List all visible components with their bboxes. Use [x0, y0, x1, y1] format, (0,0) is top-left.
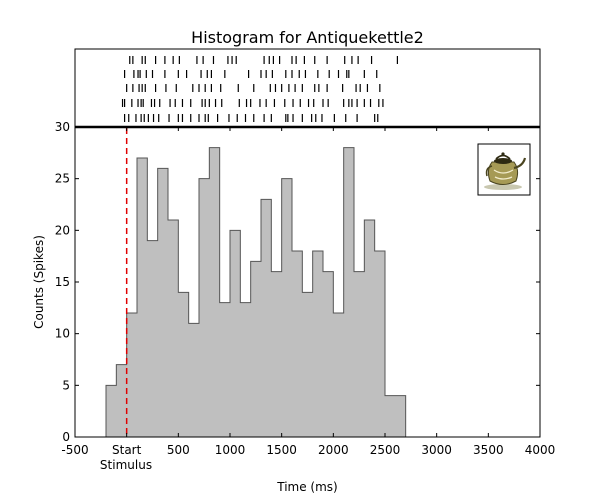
x-tick-label: 1000 — [215, 443, 246, 457]
raster-panel — [74, 48, 541, 128]
x-tick-label: 2500 — [370, 443, 401, 457]
y-tick-label: 0 — [62, 430, 70, 444]
x-tick-label: Start — [112, 443, 142, 457]
histogram-panel: -500 Start 500 1000 1500 2000 2500 3000 3500 4000… — [55, 120, 556, 457]
y-axis-label: Counts (Spikes) — [32, 235, 46, 329]
x-tick-label: 500 — [167, 443, 190, 457]
x-axis-ticks: -500 Start 500 1000 1500 2000 2500 3000 3500 4000 — [61, 127, 555, 457]
kettle-icon — [484, 152, 527, 190]
stimulus-label: Stimulus — [100, 458, 152, 472]
x-tick-label: -500 — [61, 443, 88, 457]
y-tick-label: 30 — [55, 120, 70, 134]
raster-spike-ticks — [121, 56, 398, 122]
y-tick-label: 15 — [55, 275, 70, 289]
histogram-bars — [105, 147, 407, 438]
y-tick-label: 10 — [55, 327, 70, 341]
kettle-thumbnail — [477, 143, 531, 196]
y-tick-label: 25 — [55, 172, 70, 186]
x-tick-label: 2000 — [318, 443, 349, 457]
x-axis-label: Time (ms) — [276, 480, 338, 494]
x-tick-label: 4000 — [525, 443, 556, 457]
y-axis-ticks: 0 5 10 15 20 25 30 — [55, 120, 540, 444]
y-tick-label: 5 — [62, 378, 70, 392]
x-tick-label: 3000 — [421, 443, 452, 457]
x-tick-label: 3500 — [473, 443, 504, 457]
y-tick-label: 20 — [55, 223, 70, 237]
x-tick-label: 1500 — [266, 443, 297, 457]
chart-title: Histogram for Antiquekettle2 — [191, 28, 424, 47]
